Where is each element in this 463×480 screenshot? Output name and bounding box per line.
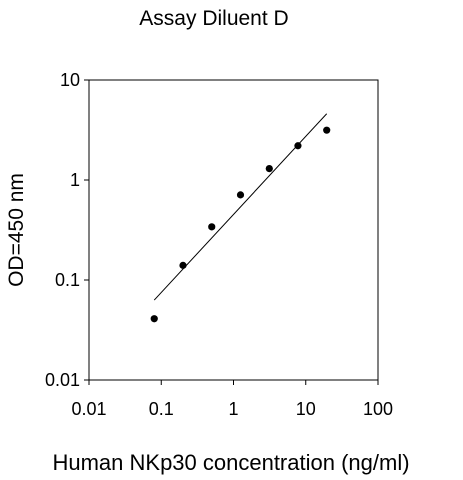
x-tick-label: 10 xyxy=(296,399,316,419)
x-tick-label: 0.01 xyxy=(71,399,106,419)
data-point xyxy=(179,261,187,269)
y-tick-label: 1 xyxy=(70,170,80,190)
data-point xyxy=(294,142,302,150)
x-axis-label: Human NKp30 concentration (ng/ml) xyxy=(52,450,409,475)
y-axis-label: OD=450 nm xyxy=(5,173,28,287)
y-tick-label: 0.1 xyxy=(55,270,80,290)
data-point xyxy=(265,165,273,173)
chart-title: Assay Diluent D xyxy=(139,7,288,30)
y-tick-label: 10 xyxy=(60,70,80,90)
x-axis-ticks: 0.01 0.1 1 10 100 xyxy=(71,380,393,419)
data-points-group xyxy=(150,126,331,323)
fit-line-group xyxy=(153,113,328,301)
fit-line xyxy=(153,113,328,301)
data-point xyxy=(208,223,216,231)
data-point xyxy=(323,126,331,134)
x-tick-label: 0.1 xyxy=(149,399,174,419)
x-tick-label: 100 xyxy=(363,399,393,419)
y-tick-label: 0.01 xyxy=(45,370,80,390)
plot-area-frame xyxy=(88,79,379,381)
data-point xyxy=(236,191,245,199)
x-tick-label: 1 xyxy=(228,399,238,419)
data-point xyxy=(150,315,158,323)
y-axis-ticks: 0.01 0.1 1 10 xyxy=(45,70,89,390)
